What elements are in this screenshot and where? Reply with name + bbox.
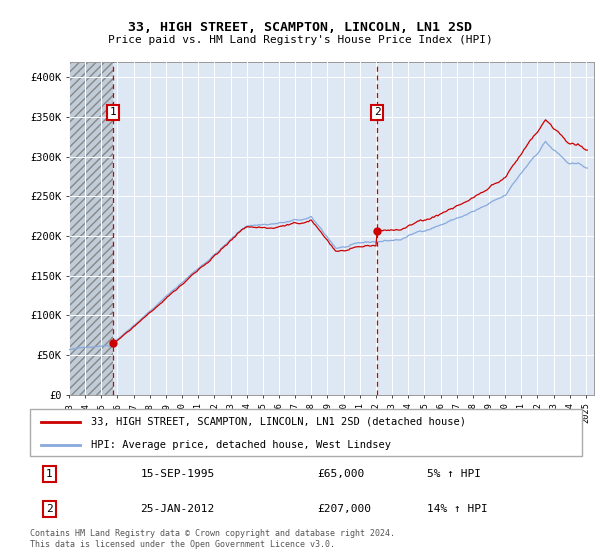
- Text: 15-SEP-1995: 15-SEP-1995: [140, 469, 215, 479]
- Text: 14% ↑ HPI: 14% ↑ HPI: [427, 504, 488, 514]
- Text: Price paid vs. HM Land Registry's House Price Index (HPI): Price paid vs. HM Land Registry's House …: [107, 35, 493, 45]
- Text: 33, HIGH STREET, SCAMPTON, LINCOLN, LN1 2SD: 33, HIGH STREET, SCAMPTON, LINCOLN, LN1 …: [128, 21, 472, 34]
- FancyBboxPatch shape: [30, 409, 582, 456]
- Text: £65,000: £65,000: [317, 469, 364, 479]
- Text: 25-JAN-2012: 25-JAN-2012: [140, 504, 215, 514]
- Text: Contains HM Land Registry data © Crown copyright and database right 2024.
This d: Contains HM Land Registry data © Crown c…: [30, 529, 395, 549]
- Text: 33, HIGH STREET, SCAMPTON, LINCOLN, LN1 2SD (detached house): 33, HIGH STREET, SCAMPTON, LINCOLN, LN1 …: [91, 417, 466, 427]
- Text: 1: 1: [110, 108, 116, 118]
- Text: 5% ↑ HPI: 5% ↑ HPI: [427, 469, 481, 479]
- Text: 2: 2: [374, 108, 380, 118]
- Text: 2: 2: [46, 504, 53, 514]
- Text: HPI: Average price, detached house, West Lindsey: HPI: Average price, detached house, West…: [91, 440, 391, 450]
- Text: £207,000: £207,000: [317, 504, 371, 514]
- Text: 1: 1: [46, 469, 53, 479]
- Bar: [69, 62, 113, 395]
